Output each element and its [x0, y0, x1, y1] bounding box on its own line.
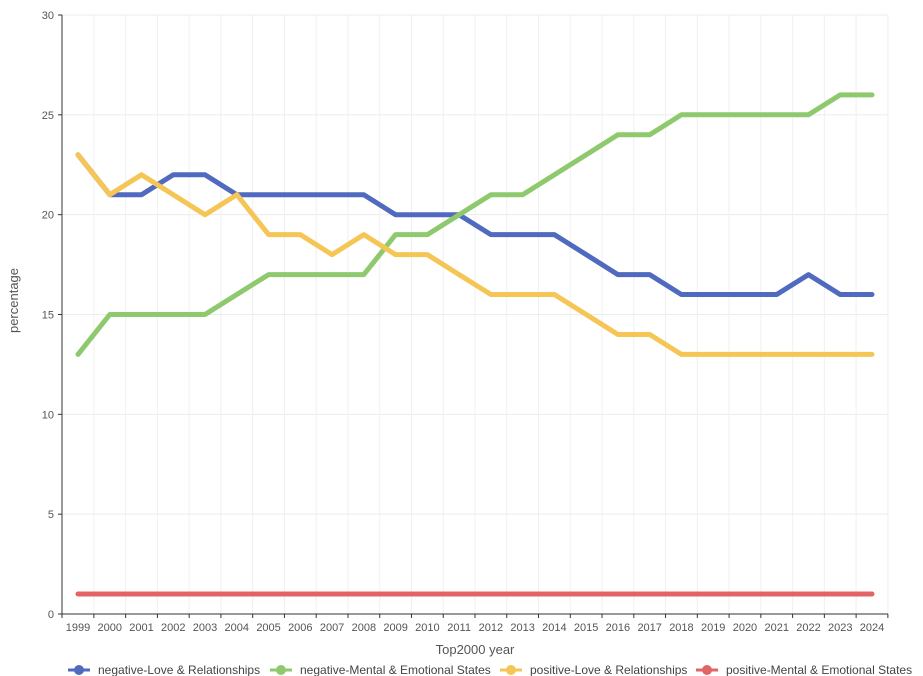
legend-marker	[74, 665, 84, 675]
x-tick-label: 2003	[193, 622, 217, 634]
x-tick-label: 2007	[320, 622, 344, 634]
y-axis-title: percentage	[6, 268, 21, 333]
x-tick-label: 2011	[447, 622, 471, 634]
x-tick-label: 2005	[256, 622, 280, 634]
x-tick-label: 2002	[161, 622, 185, 634]
legend-label: negative-Mental & Emotional States	[300, 663, 491, 676]
series-lines	[75, 92, 875, 597]
x-axis-title: Top2000 year	[436, 642, 515, 657]
legend-marker	[506, 665, 516, 675]
legend-marker	[702, 665, 712, 675]
x-tick-label: 2015	[574, 622, 598, 634]
x-tick-label: 2023	[828, 622, 852, 634]
series-line	[75, 152, 875, 297]
x-tick-label: 2009	[383, 622, 407, 634]
x-tick-label: 2018	[669, 622, 693, 634]
legend-item[interactable]: positive-Mental & Emotional States	[696, 663, 912, 676]
y-tick-label: 10	[42, 409, 54, 421]
grid	[61, 14, 889, 615]
x-tick-label: 2004	[225, 622, 249, 634]
x-tick-label: 2021	[764, 622, 788, 634]
y-tick-label: 15	[42, 310, 54, 322]
series-line	[75, 92, 875, 357]
x-tick-label: 2019	[701, 622, 725, 634]
x-tick-label: 2024	[860, 622, 884, 634]
x-tick-label: 2006	[288, 622, 312, 634]
x-tick-label: 2001	[129, 622, 153, 634]
legend-label: positive-Love & Relationships	[530, 663, 687, 676]
x-tick-label: 2000	[98, 622, 122, 634]
x-tick-label: 1999	[66, 622, 90, 634]
x-tick-label: 2012	[479, 622, 503, 634]
x-tick-labels: 1999 2000 2001 2002 2003 2004 2005 2006 2007 2008…	[61, 614, 889, 634]
legend-item[interactable]: negative-Mental & Emotional States	[270, 663, 491, 676]
y-tick-label: 0	[48, 609, 54, 621]
y-tick-label: 5	[48, 509, 54, 521]
x-tick-label: 2010	[415, 622, 439, 634]
x-tick-label: 2008	[352, 622, 376, 634]
legend-label: negative-Love & Relationships	[98, 663, 260, 676]
x-tick-label: 2022	[796, 622, 820, 634]
series-line	[75, 152, 875, 357]
x-tick-label: 2013	[510, 622, 534, 634]
y-tick-label: 25	[42, 110, 54, 122]
x-tick-label: 2016	[606, 622, 630, 634]
y-tick-labels: 0 5 10 15 20 25 30	[42, 10, 62, 621]
legend-item[interactable]: negative-Love & Relationships	[68, 663, 260, 676]
x-tick-label: 2020	[733, 622, 757, 634]
x-tick-label: 2014	[542, 622, 566, 634]
x-tick-label: 2017	[637, 622, 661, 634]
y-tick-label: 30	[42, 10, 54, 22]
legend-marker	[276, 665, 286, 675]
y-tick-label: 20	[42, 210, 54, 222]
legend-label: positive-Mental & Emotional States	[726, 663, 912, 676]
legend-item[interactable]: positive-Love & Relationships	[500, 663, 687, 676]
legend[interactable]: negative-Love & Relationships negative-Me…	[68, 663, 912, 676]
